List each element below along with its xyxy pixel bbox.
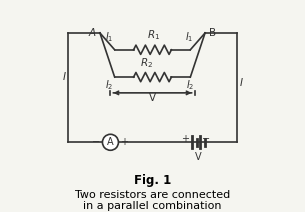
Text: −: −	[202, 134, 210, 144]
Text: A: A	[89, 28, 96, 38]
Text: Fig. 1: Fig. 1	[134, 174, 171, 187]
Text: B: B	[209, 28, 216, 38]
Text: V: V	[195, 152, 202, 162]
Text: $I_1$: $I_1$	[185, 30, 193, 44]
Text: Two resistors are connected
in a parallel combination: Two resistors are connected in a paralle…	[75, 190, 230, 211]
Text: $R_1$: $R_1$	[147, 29, 160, 42]
Text: $R_2$: $R_2$	[140, 57, 153, 70]
Text: +: +	[120, 137, 128, 147]
Text: A: A	[107, 137, 114, 147]
Text: V: V	[149, 93, 156, 103]
Text: $I_2$: $I_2$	[105, 78, 113, 92]
Text: +: +	[181, 134, 189, 144]
Text: −: −	[92, 137, 100, 147]
Text: I: I	[240, 78, 243, 88]
Text: $I_2$: $I_2$	[186, 78, 195, 92]
Text: I: I	[62, 72, 65, 82]
Circle shape	[102, 134, 118, 150]
Text: $I_1$: $I_1$	[105, 30, 114, 44]
